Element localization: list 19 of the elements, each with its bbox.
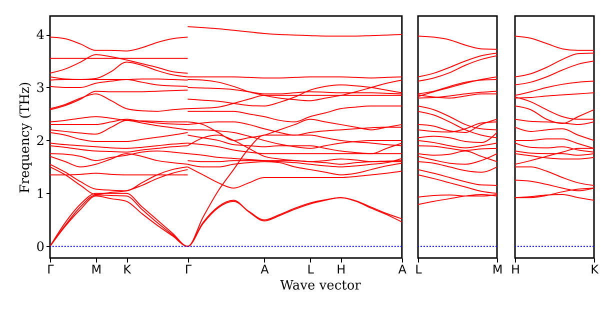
- y-tick-label: 0: [36, 240, 44, 255]
- x-tick-label: H: [336, 262, 346, 276]
- y-axis-title: Frequency (THz): [18, 82, 34, 194]
- x-tick-label: A: [398, 262, 408, 276]
- x-tick-label: K: [590, 262, 600, 276]
- x-tick-label: Γ: [47, 262, 54, 276]
- x-axis-title: Wave vector: [280, 278, 362, 294]
- x-tick-label: K: [123, 262, 132, 276]
- x-tick-label: M: [492, 262, 503, 276]
- x-tick-label: L: [307, 262, 314, 276]
- y-tick-label: 4: [36, 28, 44, 44]
- x-tick-label: L: [415, 262, 422, 276]
- x-tick-label: Γ: [184, 262, 192, 276]
- y-tick-label: 1: [36, 186, 44, 202]
- x-tick-label: M: [91, 262, 102, 276]
- y-tick-label: 2: [36, 134, 44, 149]
- x-tick-label: A: [260, 262, 270, 276]
- x-tick-label: H: [510, 262, 520, 276]
- y-tick-label: 3: [36, 80, 44, 96]
